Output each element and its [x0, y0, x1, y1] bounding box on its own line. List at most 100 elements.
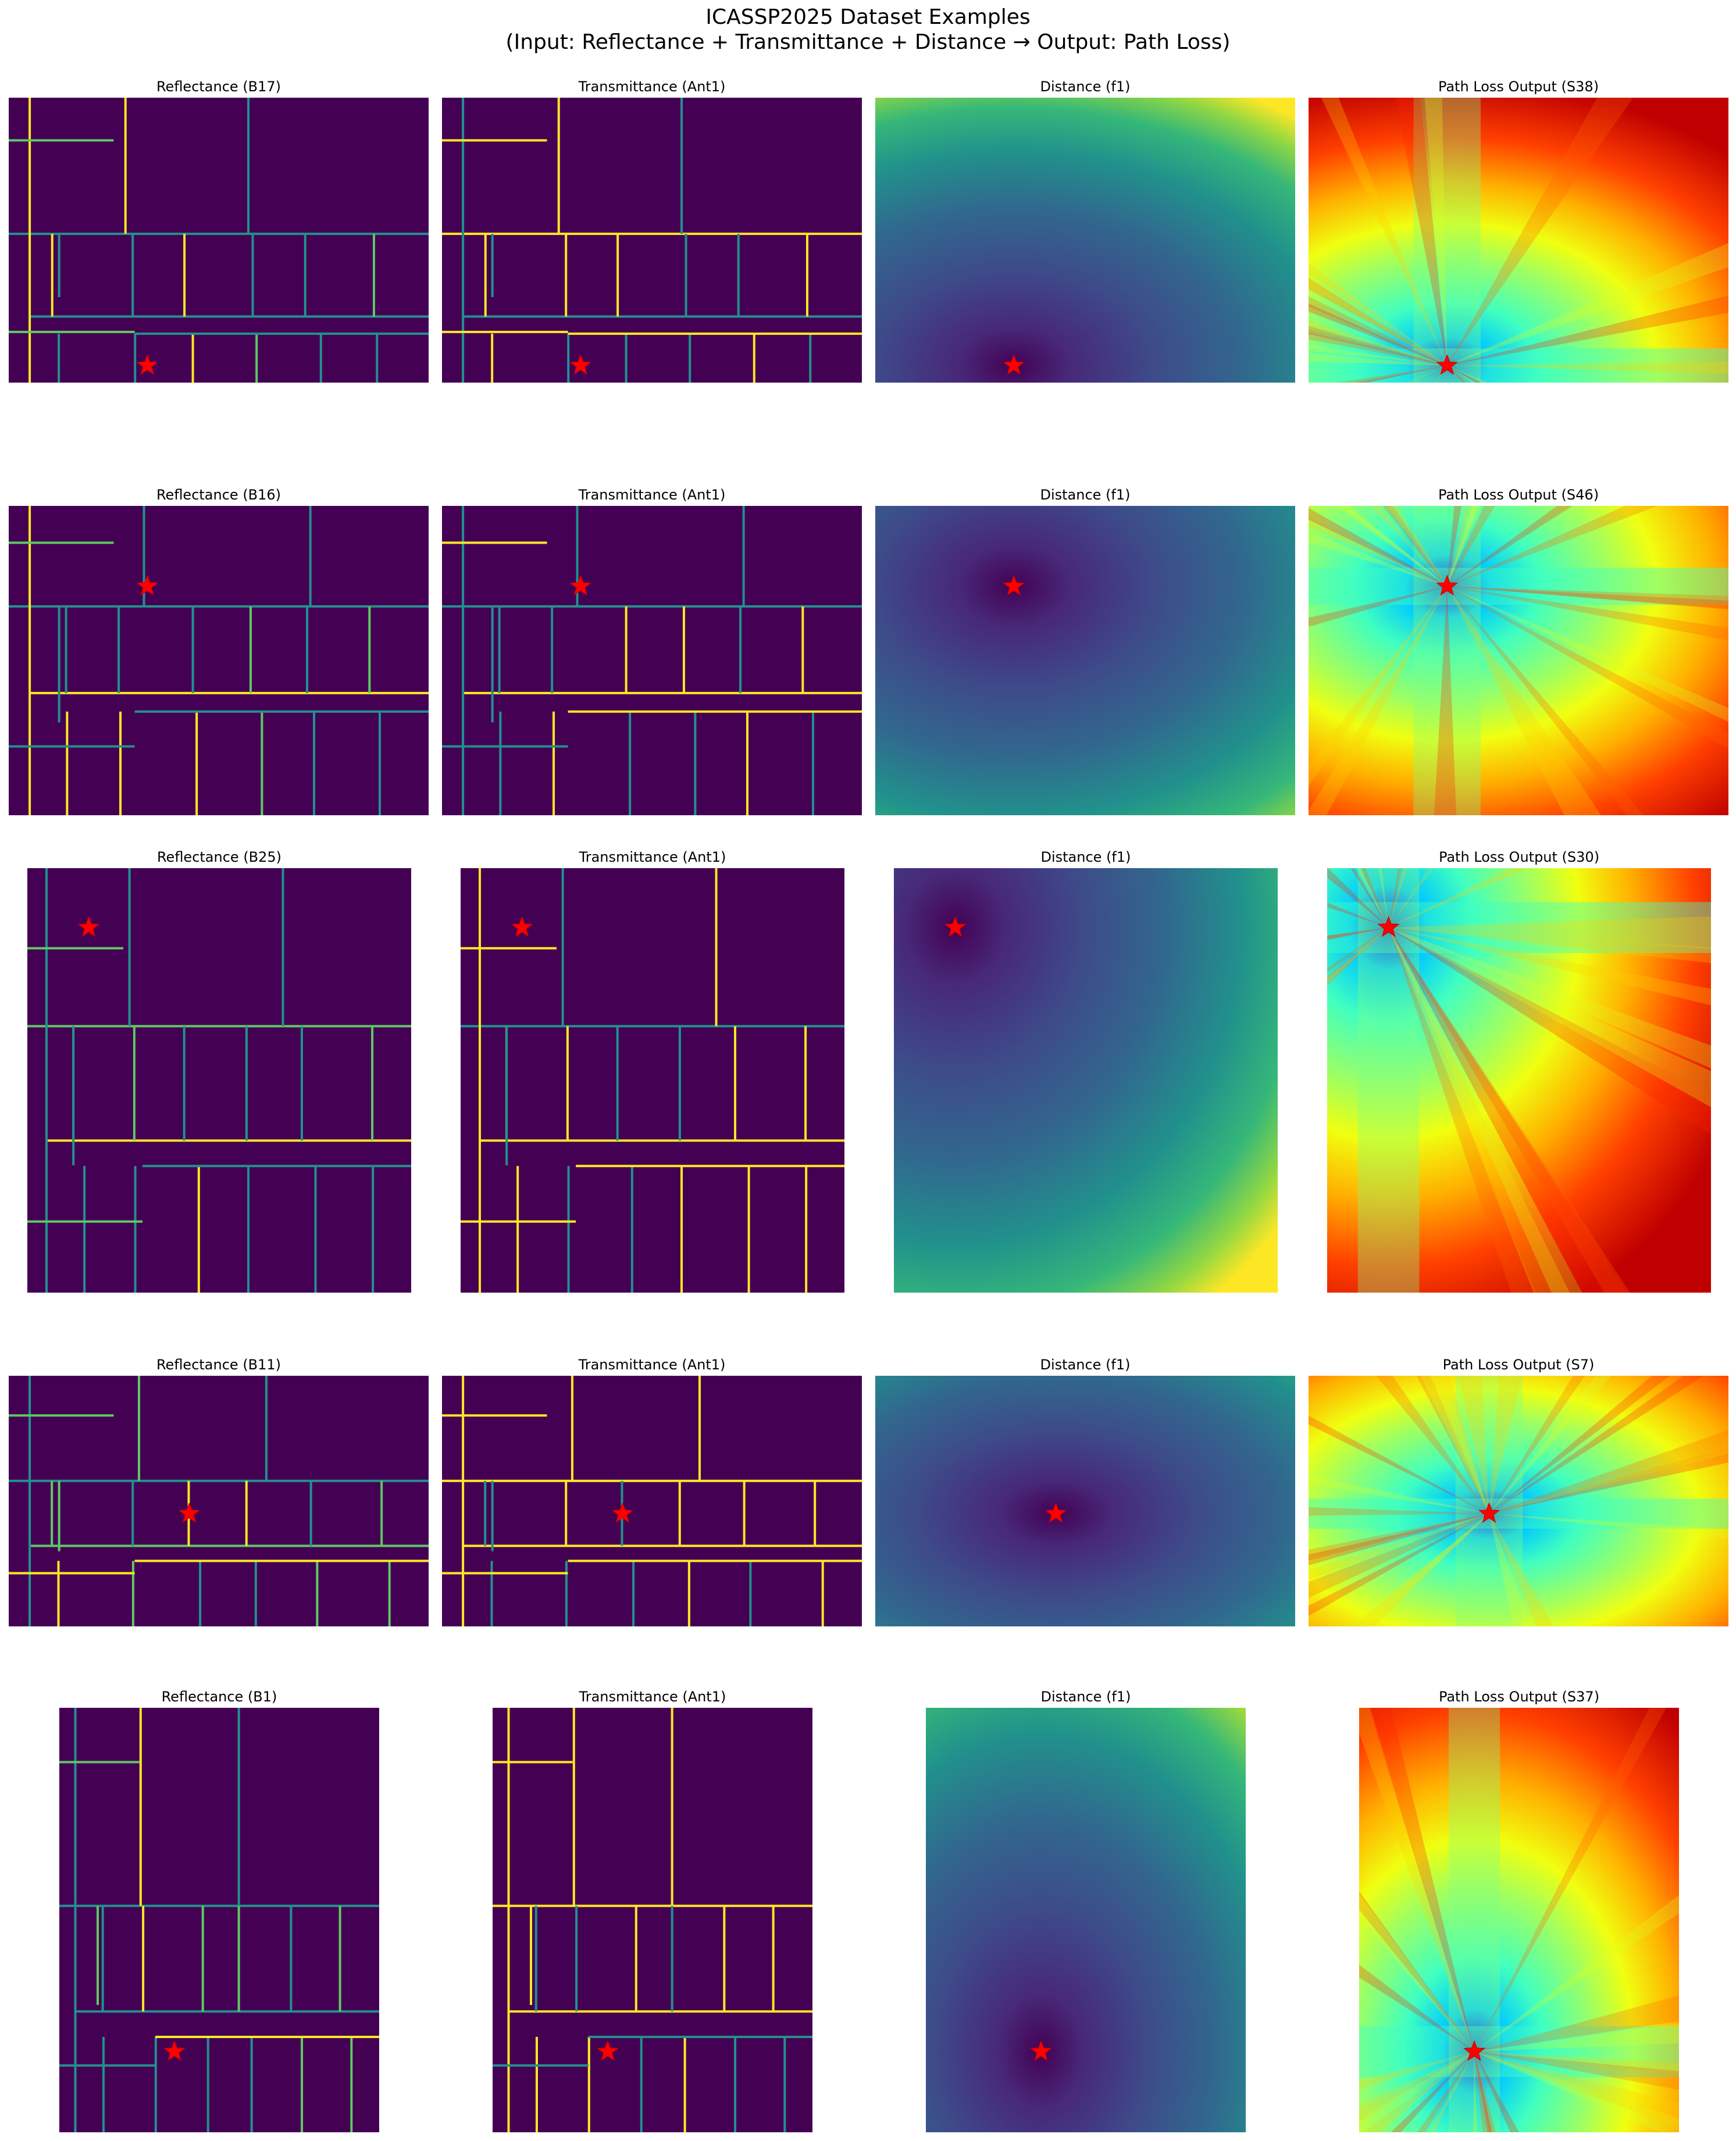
transmittance-panel [442, 506, 862, 815]
figure-title-line2: (Input: Reflectance + Transmittance + Di… [505, 30, 1231, 54]
reflectance-panel-title: Reflectance (B16) [156, 487, 281, 503]
path-loss-ray [1428, 1376, 1489, 1514]
path-loss-ray [1309, 1507, 1489, 1516]
path-loss-corridor [1309, 1498, 1728, 1529]
path-loss-ray [1447, 506, 1658, 587]
path-loss-ray [1434, 586, 1457, 815]
transmittance-panel [442, 98, 862, 383]
path-loss-ray [1388, 927, 1570, 1293]
transmittance-panel [493, 1708, 812, 2132]
transmittance-panel-title: Transmittance (Ant1) [578, 1357, 726, 1373]
path-loss-ray [1489, 1447, 1728, 1514]
transmitter-star-icon [944, 916, 967, 937]
path-loss-ray [1388, 868, 1402, 928]
path-loss-ray [1447, 365, 1488, 383]
pathloss-panel-title: Path Loss Output (S46) [1438, 487, 1599, 503]
path-loss-ray [1447, 586, 1728, 749]
path-loss-ray [1327, 927, 1389, 973]
path-loss-ray [1350, 1514, 1489, 1626]
path-loss-ray [1489, 1376, 1612, 1514]
distance-field [875, 98, 1295, 383]
distance-panel-title: Distance (f1) [1040, 849, 1131, 865]
transmitter-star-icon [1377, 916, 1400, 937]
path-loss-ray [1447, 506, 1573, 587]
path-loss-ray [1447, 365, 1466, 383]
path-loss-ray [1359, 1708, 1474, 2052]
pathloss-panel-title: Path Loss Output (S7) [1442, 1357, 1595, 1373]
path-loss-ray [1489, 1376, 1523, 1514]
pathloss-panel-title: Path Loss Output (S30) [1438, 849, 1600, 865]
path-loss-field [1309, 506, 1728, 815]
path-loss-ray [1359, 1891, 1474, 2052]
reflectance-panel [9, 98, 429, 383]
path-loss-ray [1388, 927, 1711, 1108]
path-loss-ray [1395, 98, 1448, 366]
pathloss-panel [1309, 1376, 1728, 1626]
path-loss-ray [1391, 2051, 1474, 2132]
path-loss-ray [1309, 508, 1448, 587]
path-loss-corridor [1413, 506, 1481, 815]
distance-panel [875, 1376, 1295, 1626]
pathloss-panel [1327, 868, 1711, 1293]
path-loss-corridor [1413, 98, 1481, 383]
path-loss-ray [1359, 2051, 1474, 2132]
pathloss-panel-title: Path Loss Output (S38) [1438, 78, 1599, 95]
path-loss-corridor [1359, 2026, 1679, 2078]
distance-panel [926, 1708, 1246, 2132]
path-loss-corridor [1449, 1708, 1500, 2132]
transmitter-star-icon [569, 355, 591, 375]
path-loss-ray [1474, 1995, 1679, 2052]
path-loss-ray [1327, 927, 1389, 941]
distance-panel [875, 98, 1295, 383]
distance-panel-title: Distance (f1) [1040, 1357, 1131, 1373]
path-loss-corridor [1309, 568, 1728, 605]
transmitter-star-icon [163, 2040, 186, 2061]
distance-panel-title: Distance (f1) [1040, 487, 1131, 503]
transmittance-panel [442, 1376, 862, 1626]
transmitter-star-icon [1003, 574, 1025, 596]
path-loss-ray [1309, 586, 1448, 787]
path-loss-ray [1309, 277, 1448, 366]
pathloss-panel [1309, 98, 1728, 383]
figure-title-line1: ICASSP2025 Dataset Examples [705, 5, 1031, 29]
pathloss-panel [1309, 506, 1728, 815]
transmitter-star-icon [77, 916, 100, 937]
path-loss-ray [1309, 586, 1448, 815]
path-loss-ray [1489, 1430, 1728, 1514]
reflectance-panel-title: Reflectance (B11) [156, 1357, 281, 1373]
distance-panel-title: Distance (f1) [1040, 78, 1131, 95]
path-loss-ray [1309, 1514, 1489, 1566]
path-loss-field [1309, 1376, 1728, 1626]
transmittance-panel [461, 868, 844, 1293]
distance-panel [894, 868, 1278, 1293]
pathloss-panel-title: Path Loss Output (S37) [1438, 1689, 1600, 1705]
reflectance-panel [59, 1708, 379, 2132]
reflectance-panel-title: Reflectance (B25) [156, 849, 282, 865]
path-loss-ray [1388, 868, 1434, 928]
path-loss-ray [1309, 516, 1448, 587]
path-loss-ray [1309, 277, 1448, 366]
path-loss-ray [1489, 1376, 1704, 1514]
transmitter-star-icon [1029, 2040, 1053, 2061]
reflectance-panel-title: Reflectance (B17) [156, 78, 281, 95]
path-loss-ray [1309, 531, 1448, 587]
transmitter-star-icon [611, 1503, 634, 1523]
path-loss-ray [1474, 2051, 1679, 2132]
distance-field [875, 1376, 1295, 1626]
transmitter-star-icon [1463, 2040, 1486, 2061]
path-loss-ray [1327, 927, 1389, 986]
path-loss-ray [1376, 1376, 1489, 1514]
transmitter-star-icon [136, 574, 159, 596]
pathloss-panel [1359, 1708, 1679, 2132]
reflectance-panel-title: Reflectance (B1) [161, 1689, 277, 1705]
path-loss-ray [1447, 365, 1475, 383]
transmitter-star-icon [1003, 355, 1025, 375]
path-loss-ray [1474, 2051, 1679, 2128]
reflectance-panel [9, 506, 429, 815]
transmitter-star-icon [569, 574, 592, 596]
distance-panel-title: Distance (f1) [1040, 1689, 1131, 1705]
transmitter-star-icon [511, 916, 533, 937]
transmitter-star-icon [1436, 574, 1459, 596]
path-loss-field [1309, 98, 1728, 383]
distance-field [926, 1708, 1246, 2132]
